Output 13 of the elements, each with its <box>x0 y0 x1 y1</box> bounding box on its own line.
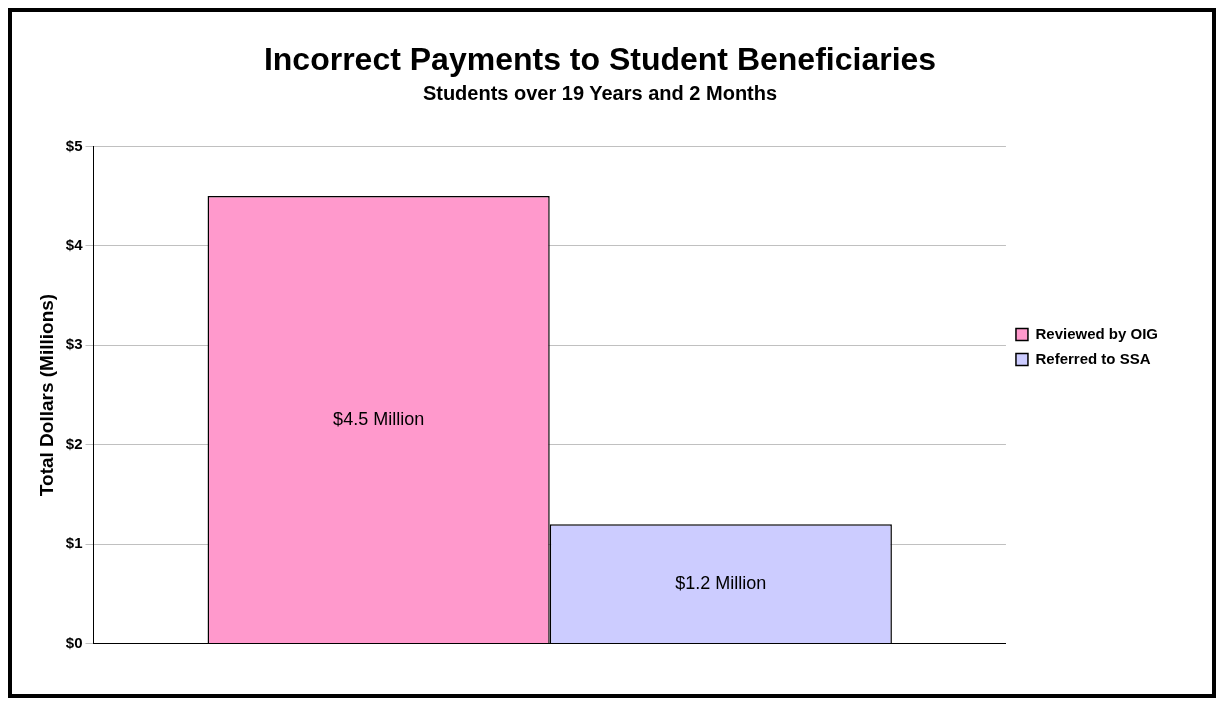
y-tick-label: $0 <box>65 633 83 651</box>
data-label: $4.5 Million <box>333 408 425 429</box>
y-tick-label: $1 <box>65 534 83 552</box>
data-label: $1.2 Million <box>675 572 767 593</box>
y-tick-label: $4 <box>65 235 84 253</box>
legend-label: Referred to SSA <box>1035 349 1151 367</box>
y-axis-title: Total Dollars (Millions) <box>35 293 57 497</box>
y-tick-label: $3 <box>65 335 83 353</box>
y-tick-label: $5 <box>65 136 83 154</box>
chart-subtitle: Students over 19 Years and 2 Months <box>422 81 778 104</box>
chart-title: Incorrect Payments to Student Beneficiaries <box>263 41 937 78</box>
y-tick-label: $2 <box>65 434 83 452</box>
legend-label: Reviewed by OIG <box>1035 324 1159 342</box>
